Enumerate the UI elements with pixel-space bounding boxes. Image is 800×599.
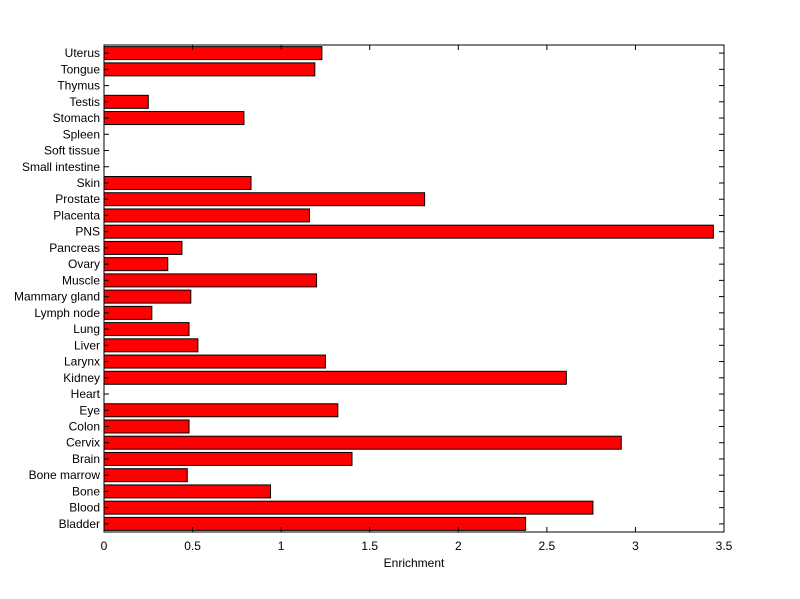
- y-tick-label-lymph-node: Lymph node: [34, 306, 100, 320]
- x-tick-label-7: 3.5: [716, 539, 733, 553]
- bar-bladder: [103, 516, 527, 531]
- bar-skin: [103, 175, 252, 190]
- y-tick-label-colon: Colon: [69, 419, 100, 433]
- bar-mammary-gland: [103, 289, 192, 304]
- y-tick-label-prostate: Prostate: [55, 192, 100, 206]
- bar-bone: [103, 484, 272, 499]
- bars-group: [103, 46, 714, 531]
- bar-placenta: [103, 208, 310, 223]
- y-tick-label-kidney: Kidney: [63, 371, 100, 385]
- y-tick-label-bladder: Bladder: [59, 517, 100, 531]
- bar-lymph-node: [103, 305, 153, 320]
- bar-bone-marrow: [103, 468, 188, 483]
- y-tick-label-pancreas: Pancreas: [49, 241, 100, 255]
- y-tick-label-heart: Heart: [71, 387, 101, 401]
- bar-liver: [103, 338, 199, 353]
- y-tick-label-skin: Skin: [77, 176, 100, 190]
- y-tick-label-larynx: Larynx: [64, 355, 100, 369]
- bar-lung: [103, 322, 190, 337]
- y-tick-label-blood: Blood: [69, 501, 100, 515]
- x-tick-label-1: 0.5: [184, 539, 201, 553]
- bar-brain: [103, 451, 353, 466]
- y-tick-label-testis: Testis: [69, 95, 100, 109]
- y-tick-label-small-intestine: Small intestine: [22, 160, 100, 174]
- y-tick-label-brain: Brain: [72, 452, 100, 466]
- bar-kidney: [103, 370, 567, 385]
- y-tick-label-thymus: Thymus: [57, 79, 100, 93]
- x-tick-label-3: 1.5: [361, 539, 378, 553]
- x-tick-label-2: 1: [278, 539, 285, 553]
- y-tick-label-eye: Eye: [79, 403, 100, 417]
- bar-pns: [103, 224, 714, 239]
- bar-colon: [103, 419, 190, 434]
- bar-blood: [103, 500, 594, 515]
- y-tick-label-bone-marrow: Bone marrow: [29, 468, 101, 482]
- bar-eye: [103, 403, 339, 418]
- y-tick-label-mammary-gland: Mammary gland: [14, 290, 100, 304]
- y-tick-label-pns: PNS: [75, 225, 100, 239]
- y-tick-label-lung: Lung: [73, 322, 100, 336]
- y-tick-label-tongue: Tongue: [61, 62, 101, 76]
- y-ticks-group: Uterus Tongue Thymus Testis Stomach Spleen Sof…: [14, 46, 724, 531]
- x-ticks-group: 0 0.5 1 1.5 2 2.5 3 3.5: [101, 45, 733, 553]
- y-tick-label-placenta: Placenta: [53, 208, 100, 222]
- y-tick-label-cervix: Cervix: [66, 436, 100, 450]
- x-tick-label-4: 2: [455, 539, 462, 553]
- bar-tongue: [103, 62, 316, 77]
- x-axis-label: Enrichment: [384, 556, 445, 570]
- y-tick-label-liver: Liver: [74, 338, 100, 352]
- x-tick-label-0: 0: [101, 539, 108, 553]
- bar-pancreas: [103, 240, 183, 255]
- y-tick-label-bone: Bone: [72, 484, 100, 498]
- bar-larynx: [103, 354, 326, 369]
- y-tick-label-ovary: Ovary: [68, 257, 100, 271]
- bar-cervix: [103, 435, 622, 450]
- bar-prostate: [103, 192, 426, 207]
- x-tick-label-5: 2.5: [539, 539, 556, 553]
- y-tick-label-stomach: Stomach: [53, 111, 100, 125]
- x-tick-label-6: 3: [632, 539, 639, 553]
- plot-frame: [103, 44, 725, 533]
- bar-testis: [103, 94, 149, 109]
- y-tick-label-uterus: Uterus: [65, 46, 100, 60]
- bar-stomach: [103, 111, 245, 126]
- bar-muscle: [103, 273, 318, 288]
- bar-uterus: [103, 46, 323, 61]
- y-tick-label-spleen: Spleen: [63, 127, 100, 141]
- y-tick-label-soft-tissue: Soft tissue: [44, 144, 100, 158]
- bar-ovary: [103, 257, 169, 272]
- y-tick-label-muscle: Muscle: [62, 273, 100, 287]
